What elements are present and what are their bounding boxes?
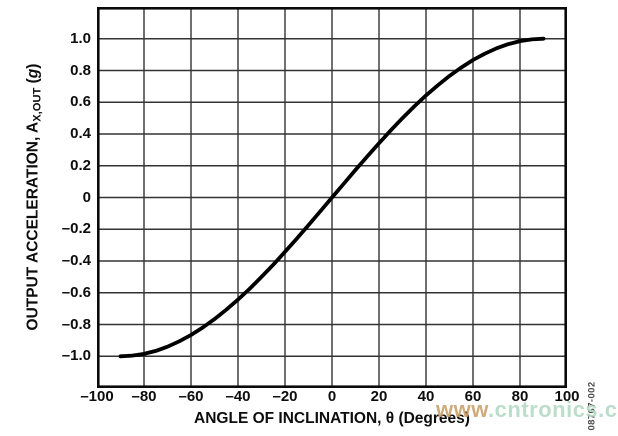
y-tick-label: 0 <box>82 188 91 206</box>
y-tick-label: –0.6 <box>61 283 91 301</box>
y-tick-label: 0.2 <box>70 156 91 174</box>
watermark-www: www <box>436 397 489 422</box>
x-tick-label: 40 <box>417 388 435 405</box>
y-tick-label: –1.0 <box>61 347 91 365</box>
x-tick-label: 80 <box>511 388 529 405</box>
y-axis-unit-open: ( <box>24 78 42 88</box>
y-tick-label: 0.8 <box>70 61 91 79</box>
x-tick-label: 20 <box>370 388 388 405</box>
x-tick-label: 100 <box>554 388 580 405</box>
y-tick-label: –0.2 <box>61 220 91 238</box>
x-tick-label: –80 <box>131 388 157 405</box>
x-tick-label: –20 <box>272 388 298 405</box>
plot-frame <box>97 7 567 388</box>
watermark-domain: .cntronics.com <box>488 397 618 422</box>
x-tick-label: –100 <box>80 388 114 405</box>
x-tick-label: –40 <box>225 388 251 405</box>
chart-svg <box>97 7 567 388</box>
data-curve <box>118 36 546 359</box>
y-tick-label: 0.6 <box>70 93 91 111</box>
y-tick-label: 0.4 <box>70 125 91 142</box>
x-tick-label: –60 <box>178 388 204 405</box>
x-tick-label: 0 <box>327 388 337 405</box>
watermark: www.cntronics.com <box>436 397 618 423</box>
y-tick-label: –0.8 <box>61 315 91 333</box>
y-tick-label: 1.0 <box>70 29 91 47</box>
x-tick-label: 60 <box>464 388 482 405</box>
y-tick-label: –0.4 <box>61 252 91 269</box>
plot-area <box>97 7 567 388</box>
x-axis-title: ANGLE OF INCLINATION, θ (Degrees) <box>194 410 470 427</box>
